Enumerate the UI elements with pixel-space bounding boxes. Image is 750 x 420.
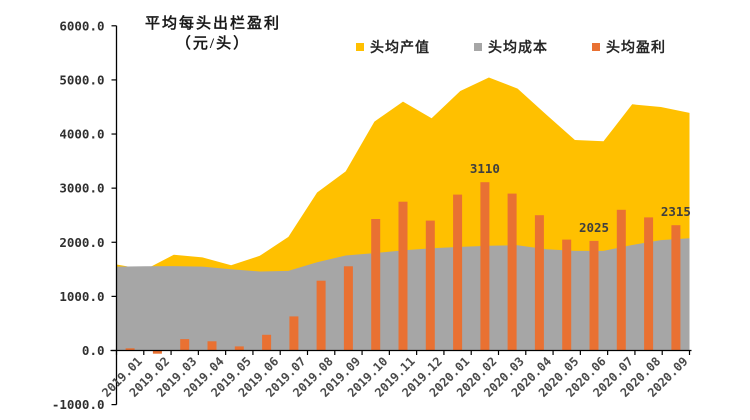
y-tick-label: 5000.0 xyxy=(59,72,104,87)
profit-bar xyxy=(507,193,517,351)
legend-label: 头均产值 xyxy=(370,41,430,56)
profit-bar xyxy=(234,346,244,351)
profit-bar xyxy=(589,240,599,351)
profit-bar xyxy=(562,239,572,351)
cost-swatch-icon xyxy=(474,43,482,51)
profit-bar xyxy=(425,220,435,351)
y-tick-label: 0.0 xyxy=(82,343,105,358)
profit-bar xyxy=(180,339,190,351)
chart-legend: 头均产值 头均成本 头均盈利 xyxy=(356,37,666,57)
y-tick-label: -1000.0 xyxy=(52,397,105,412)
chart-title-line2: （元/头） xyxy=(175,36,251,52)
profit-bar xyxy=(671,225,681,351)
profit-bar xyxy=(316,280,326,351)
legend-label: 头均成本 xyxy=(488,41,548,56)
profit-swatch-icon xyxy=(592,43,600,51)
profit-bar xyxy=(453,194,463,351)
y-tick-label: 2000.0 xyxy=(59,235,104,250)
profit-bar xyxy=(480,182,490,351)
profit-bar xyxy=(289,316,299,351)
profit-bar xyxy=(125,348,135,351)
bar-data-label: 2025 xyxy=(579,220,609,235)
bar-data-label: 3110 xyxy=(470,161,500,176)
profit-bar xyxy=(534,215,544,351)
profit-bar xyxy=(644,217,654,351)
chart-title: 平均每头出栏盈利 （元/头） xyxy=(118,14,308,54)
bar-data-label: 2315 xyxy=(661,204,691,219)
y-tick-label: 6000.0 xyxy=(59,18,104,33)
legend-item-cost: 头均成本 xyxy=(474,37,548,57)
y-tick-label: 1000.0 xyxy=(59,289,104,304)
legend-label: 头均盈利 xyxy=(606,41,666,56)
profit-bar xyxy=(371,219,381,351)
profit-bar xyxy=(207,341,217,351)
legend-item-profit: 头均盈利 xyxy=(592,37,666,57)
profit-bar xyxy=(152,350,162,354)
output-value-swatch-icon xyxy=(356,43,364,51)
profit-bar xyxy=(398,201,408,351)
legend-item-output-value: 头均产值 xyxy=(356,37,430,57)
profit-bar xyxy=(616,209,626,351)
y-tick-label: 3000.0 xyxy=(59,181,104,196)
y-tick-label: 4000.0 xyxy=(59,127,104,142)
chart-title-line1: 平均每头出栏盈利 xyxy=(144,16,281,32)
profit-bar xyxy=(343,266,353,351)
profit-bar xyxy=(262,334,272,351)
